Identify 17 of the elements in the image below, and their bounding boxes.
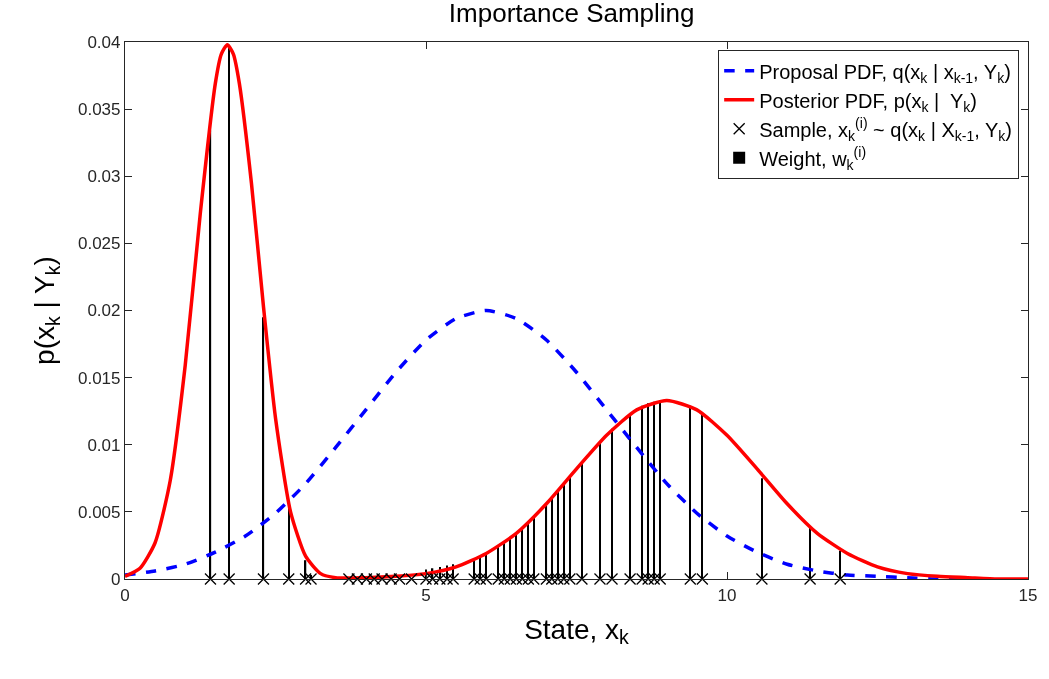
- x-tick-label: 15: [1018, 585, 1038, 605]
- y-tick-label: 0.01: [87, 435, 121, 455]
- x-tick-label: 5: [421, 585, 431, 605]
- y-tick-label: 0.025: [77, 234, 121, 254]
- y-tick-label: 0.015: [77, 368, 121, 388]
- text: Sample, x$_{k}$$^{(i)}$ ~ q(x$_{k}$ | X$_{k-1}$, Y$_{k}$): [759, 115, 1012, 144]
- legend-label: Posterior PDF, p(x$_{k}$ | Y$_{k}$): [759, 89, 977, 115]
- legend-label: Proposal PDF, q(x$_{k}$ | x$_{k-1}$, Y$_{k}$): [759, 60, 1011, 86]
- y-tick-label: 0.02: [87, 301, 121, 321]
- y-tick-label: 0.03: [87, 167, 121, 187]
- x-tick-label: 10: [717, 585, 737, 605]
- chart-title: Importance Sampling: [448, 0, 695, 28]
- y-tick-label: 0.04: [87, 32, 121, 52]
- y-tick-label: 0.035: [77, 100, 121, 120]
- y-tick-label: 0.005: [77, 502, 121, 522]
- y-tick-label: 0: [111, 569, 121, 589]
- x-axis-title: State, x$_{k}$: [524, 613, 630, 649]
